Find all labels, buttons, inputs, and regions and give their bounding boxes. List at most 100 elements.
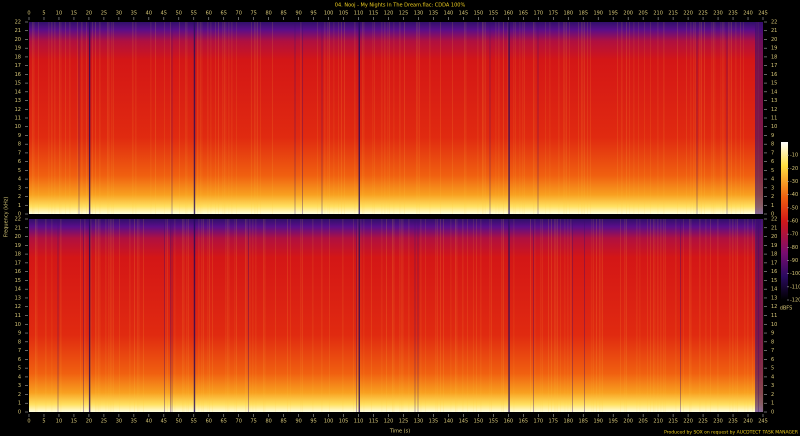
spectrogram-stripe (551, 219, 552, 412)
x-tick-label: 180 (563, 11, 573, 17)
colorbar (781, 142, 788, 300)
y-tick-label: 12 (15, 107, 21, 113)
spectrogram-stripe (524, 22, 525, 214)
spectrogram-stripe (329, 219, 330, 412)
spectrogram-stripe (54, 22, 56, 214)
y-tick-label: 12 (15, 304, 21, 310)
spectrogram-stripe (729, 22, 731, 214)
x-tick-label: 175 (549, 11, 559, 17)
y-tick-label: 1 (18, 203, 21, 209)
y-tick-label: 21 (771, 28, 777, 34)
spectrogram-stripe (300, 219, 302, 412)
spectrogram-stripe (599, 219, 600, 412)
spectrogram-stripe (155, 22, 156, 214)
x-tick-label: 145 (459, 11, 469, 17)
x-tick-label: 65 (221, 11, 227, 17)
spectrogram-stripe (542, 219, 543, 412)
y-tick-label: 8 (771, 142, 774, 148)
spectrogram-stripe (228, 219, 230, 412)
spectrogram-stripe (578, 22, 579, 214)
spectrogram-stripe (249, 219, 251, 412)
spectrogram-stripe (201, 219, 203, 412)
x-tick-label: 165 (519, 11, 529, 17)
spectrogram-stripe (110, 219, 111, 412)
spectrogram-stripe (95, 219, 96, 412)
y-tick-label: 10 (15, 124, 21, 130)
y-tick-label: 8 (771, 339, 774, 345)
spectrogram-stripe (80, 219, 81, 412)
x-tick-label: 205 (638, 419, 648, 425)
spectrogram-stripe (174, 219, 176, 412)
spectrogram-stripe (600, 219, 602, 412)
x-axis-label: Time (s) (389, 429, 410, 435)
spectrogram-stripe (665, 219, 666, 412)
spectrogram-stripe (287, 219, 288, 412)
x-tick-label: 235 (728, 419, 738, 425)
spectrogram-stripe (392, 219, 393, 412)
spectrogram-stripe (275, 219, 276, 412)
colorbar-tick-label: -40 (790, 192, 798, 198)
spectrogram-stripe (210, 22, 212, 214)
y-tick-label: 2 (771, 392, 774, 398)
colorbar-tick-label: -20 (790, 166, 798, 172)
colorbar-tick-label: -60 (790, 219, 798, 225)
x-tick-label: 230 (713, 11, 723, 17)
x-tick-label: 135 (429, 11, 439, 17)
y-tick-label: 6 (18, 159, 21, 165)
spectrogram-stripe (440, 22, 441, 214)
spectrogram-stripe (425, 219, 426, 412)
spectrogram-stripe (513, 22, 515, 214)
spectrogram-stripe (77, 22, 78, 214)
y-tick-label: 3 (771, 383, 774, 389)
spectrogram-stripe (644, 22, 645, 214)
spectrogram-stripe (503, 219, 504, 412)
x-tick-label: 180 (563, 419, 573, 425)
x-tick-label: 80 (265, 11, 271, 17)
spectrogram-stripe (179, 22, 180, 214)
spectrogram-stripe (57, 219, 59, 412)
y-tick-label: 6 (771, 357, 774, 363)
spectrogram-stripe (234, 219, 236, 412)
x-tick-label: 85 (280, 419, 286, 425)
spectrogram-stripe (227, 219, 228, 412)
x-tick-label: 165 (519, 419, 529, 425)
y-tick-label: 17 (771, 260, 777, 266)
x-tick-label: 45 (161, 11, 167, 17)
spectrogram-stripe (203, 219, 204, 412)
spectrogram-stripe (722, 22, 723, 214)
spectrogram-stripe (317, 22, 318, 214)
x-tick-label: 130 (414, 419, 424, 425)
y-tick-label: 5 (18, 168, 21, 174)
spectrogram-stripe (695, 22, 696, 214)
spectrogram-stripe (51, 22, 53, 214)
spectrogram-stripe (465, 22, 467, 214)
spectrogram-stripe (657, 219, 659, 412)
spectrogram-stripe (677, 22, 678, 214)
spectrogram-stripe (263, 219, 264, 412)
y-tick-label: 21 (15, 28, 21, 34)
y-tick-label: 15 (15, 278, 21, 284)
x-tick-label: 30 (116, 11, 122, 17)
x-tick-label: 240 (743, 11, 753, 17)
x-tick-label: 5 (42, 11, 45, 17)
y-tick-label: 17 (15, 63, 21, 69)
x-tick-label: 25 (101, 419, 107, 425)
y-tick-label: 19 (15, 46, 21, 52)
x-tick-label: 0 (27, 11, 30, 17)
spectrogram-stripe (111, 22, 113, 214)
spectrogram-stripe (164, 22, 165, 214)
x-tick-label: 35 (131, 11, 137, 17)
y-tick-label: 14 (771, 287, 777, 293)
y-tick-label: 16 (771, 269, 777, 275)
x-tick-label: 200 (623, 419, 633, 425)
x-tick-label: 110 (354, 11, 364, 17)
spectrogram-stripe (236, 22, 237, 214)
x-tick-label: 25 (101, 11, 107, 17)
y-tick-label: 15 (771, 81, 777, 87)
spectrogram-stripe (639, 219, 641, 412)
spectrogram-stripe (363, 22, 365, 214)
spectrogram-stripe (384, 22, 386, 214)
spectrogram-stripe (65, 22, 66, 214)
x-tick-label: 195 (608, 11, 618, 17)
spectrogram-stripe (737, 219, 738, 412)
